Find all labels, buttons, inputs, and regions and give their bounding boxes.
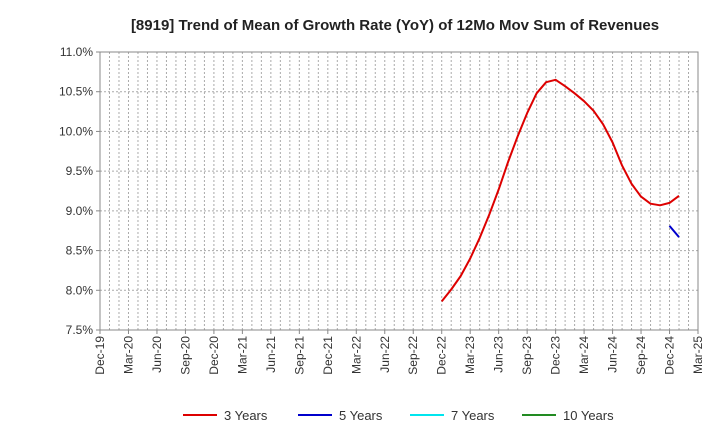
x-axis: Dec-19 Mar-20 Jun-20 Sep-20 Dec-20 Mar-21 Jun-… (93, 330, 705, 375)
x-tick-label: Dec-22 (435, 336, 449, 375)
x-tick-label: Dec-24 (663, 336, 677, 375)
y-tick-label: 10.0% (59, 124, 93, 138)
legend-label-5-years: 5 Years (339, 408, 383, 423)
y-tick-label: 7.5% (66, 323, 94, 337)
x-tick-label: Mar-20 (121, 336, 135, 374)
legend-label-3-years: 3 Years (224, 408, 268, 423)
series-lines (440, 78, 680, 303)
plot-border (99, 51, 699, 331)
x-tick-label: Dec-19 (93, 336, 107, 375)
y-tick-label: 9.5% (66, 164, 94, 178)
x-tick-label: Sep-21 (292, 336, 306, 375)
y-axis: 7.5% 8.0% 8.5% 9.0% 9.5% 10.0% 10.5% 11.0% (59, 45, 100, 337)
x-tick-label: Mar-22 (349, 336, 363, 374)
x-tick-label: Mar-25 (691, 336, 705, 374)
y-tick-label: 9.0% (66, 204, 94, 218)
x-tick-label: Jun-22 (378, 336, 392, 373)
x-tick-label: Dec-21 (321, 336, 335, 375)
y-tick-label: 8.0% (66, 283, 94, 297)
legend: 3 Years 5 Years 7 Years 10 Years (183, 408, 614, 423)
x-tick-label: Dec-20 (207, 336, 221, 375)
y-tick-label: 8.5% (66, 244, 94, 258)
x-tick-label: Sep-23 (520, 336, 534, 375)
x-tick-label: Jun-21 (264, 336, 278, 373)
x-tick-label: Jun-23 (492, 336, 506, 373)
x-tick-label: Sep-22 (406, 336, 420, 375)
x-tick-label: Jun-24 (606, 336, 620, 373)
x-tick-label: Sep-20 (178, 336, 192, 375)
plot-area (100, 52, 698, 330)
chart-title: [8919] Trend of Mean of Growth Rate (YoY… (131, 17, 659, 34)
x-tick-label: Sep-24 (634, 336, 648, 375)
x-tick-label: Mar-21 (235, 336, 249, 374)
y-tick-label: 11.0% (60, 45, 93, 59)
x-tick-label: Mar-23 (463, 336, 477, 374)
x-tick-label: Dec-23 (549, 336, 563, 375)
series-line-5-years (668, 225, 680, 238)
legend-label-10-years: 10 Years (563, 408, 614, 423)
y-tick-label: 10.5% (59, 85, 93, 99)
x-tick-label: Mar-24 (577, 336, 591, 374)
x-tick-label: Jun-20 (150, 336, 164, 373)
legend-label-7-years: 7 Years (451, 408, 495, 423)
series-line-3-years (440, 78, 680, 303)
